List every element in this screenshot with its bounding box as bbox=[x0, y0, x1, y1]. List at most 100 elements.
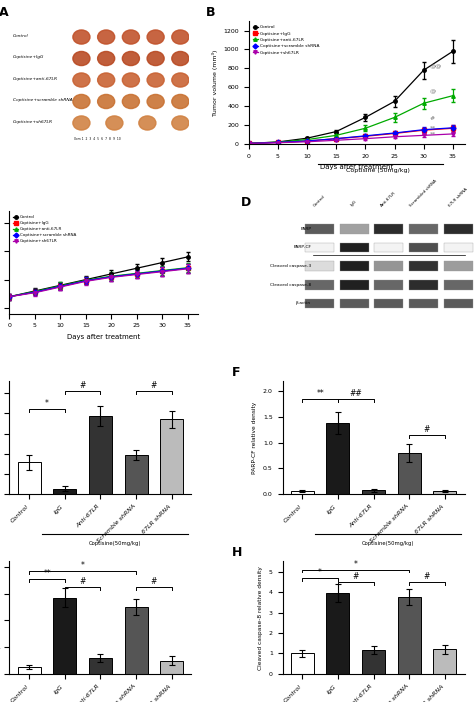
Bar bbox=[433, 491, 456, 494]
Text: Coptisine+scramble shRNA: Coptisine+scramble shRNA bbox=[13, 98, 73, 102]
Bar bbox=[291, 654, 314, 674]
Text: Control: Control bbox=[313, 194, 326, 207]
Bar bbox=[305, 224, 334, 234]
Y-axis label: Tumor volume (mm³): Tumor volume (mm³) bbox=[212, 49, 218, 116]
X-axis label: Days after treatment: Days after treatment bbox=[67, 334, 140, 340]
Ellipse shape bbox=[147, 51, 164, 65]
Ellipse shape bbox=[122, 95, 139, 109]
Bar bbox=[18, 463, 41, 494]
X-axis label: Days after treatment: Days after treatment bbox=[320, 164, 393, 170]
Bar bbox=[340, 298, 369, 308]
Bar bbox=[374, 280, 403, 290]
Text: #: # bbox=[80, 381, 86, 390]
Ellipse shape bbox=[139, 116, 156, 130]
Bar bbox=[305, 280, 334, 290]
Bar bbox=[340, 243, 369, 252]
Text: Coptisine+IgG: Coptisine+IgG bbox=[13, 55, 45, 59]
Bar bbox=[340, 224, 369, 234]
Ellipse shape bbox=[98, 73, 115, 87]
Text: **: ** bbox=[430, 132, 436, 137]
Bar bbox=[18, 667, 41, 674]
Bar bbox=[444, 280, 473, 290]
Bar bbox=[291, 491, 314, 494]
Bar bbox=[374, 261, 403, 271]
Bar bbox=[160, 420, 183, 494]
Ellipse shape bbox=[122, 51, 139, 65]
Bar bbox=[398, 597, 420, 674]
Bar bbox=[305, 298, 334, 308]
Text: β-actin: β-actin bbox=[296, 301, 311, 305]
Bar bbox=[54, 489, 76, 494]
Ellipse shape bbox=[122, 30, 139, 44]
Bar bbox=[125, 455, 147, 494]
Text: Coptisine (50mg/kg): Coptisine (50mg/kg) bbox=[346, 168, 410, 173]
Bar bbox=[398, 453, 420, 494]
Bar bbox=[444, 243, 473, 252]
Ellipse shape bbox=[73, 51, 90, 65]
Bar bbox=[340, 280, 369, 290]
Ellipse shape bbox=[147, 73, 164, 87]
Ellipse shape bbox=[106, 116, 123, 130]
Text: Cleaved caspase-8: Cleaved caspase-8 bbox=[270, 283, 311, 287]
Bar bbox=[444, 261, 473, 271]
Ellipse shape bbox=[122, 73, 139, 87]
Bar bbox=[409, 224, 438, 234]
Text: 0cm 1  2  3  4  5  6  7  8  9  10: 0cm 1 2 3 4 5 6 7 8 9 10 bbox=[74, 137, 121, 141]
Text: #: # bbox=[424, 572, 430, 581]
Bar bbox=[89, 416, 112, 494]
Ellipse shape bbox=[147, 95, 164, 109]
Bar bbox=[374, 224, 403, 234]
Legend: Control, Coptisine+IgG, Coptisine+anti-67LR, Coptisine+scramble shRNA, Coptisine: Control, Coptisine+IgG, Coptisine+anti-6… bbox=[11, 213, 78, 245]
Text: F: F bbox=[231, 366, 240, 379]
Ellipse shape bbox=[73, 116, 90, 130]
Bar bbox=[125, 607, 147, 674]
Ellipse shape bbox=[172, 116, 189, 130]
Bar bbox=[409, 261, 438, 271]
Bar bbox=[374, 243, 403, 252]
Text: @: @ bbox=[430, 89, 436, 94]
Text: #: # bbox=[151, 577, 157, 586]
Bar bbox=[305, 243, 334, 252]
Text: #: # bbox=[424, 425, 430, 434]
Bar bbox=[444, 224, 473, 234]
Ellipse shape bbox=[73, 95, 90, 109]
Ellipse shape bbox=[172, 51, 189, 65]
Bar bbox=[374, 298, 403, 308]
Text: #: # bbox=[151, 381, 157, 390]
Bar bbox=[327, 423, 349, 494]
Text: Coptisine(50mg/kg): Coptisine(50mg/kg) bbox=[89, 541, 141, 546]
Bar bbox=[433, 649, 456, 674]
Text: A: A bbox=[0, 6, 9, 19]
Text: 67LR shRNA: 67LR shRNA bbox=[448, 187, 469, 207]
Text: Coptisine+anti-67LR: Coptisine+anti-67LR bbox=[13, 77, 58, 81]
Text: PARP-CF: PARP-CF bbox=[293, 246, 311, 249]
Ellipse shape bbox=[98, 51, 115, 65]
Y-axis label: PARP-CF relative density: PARP-CF relative density bbox=[252, 402, 257, 474]
Ellipse shape bbox=[172, 95, 189, 109]
Bar bbox=[444, 298, 473, 308]
Text: Cleaved caspase-3: Cleaved caspase-3 bbox=[270, 264, 311, 268]
Ellipse shape bbox=[172, 73, 189, 87]
Ellipse shape bbox=[172, 30, 189, 44]
Bar bbox=[409, 280, 438, 290]
Text: Coptisine(50mg/kg): Coptisine(50mg/kg) bbox=[362, 541, 414, 546]
Y-axis label: Cleaved caspase-8 relative density: Cleaved caspase-8 relative density bbox=[258, 566, 263, 670]
Text: *: * bbox=[45, 399, 49, 409]
Text: *: * bbox=[354, 559, 358, 569]
Bar bbox=[89, 658, 112, 674]
Text: D: D bbox=[241, 197, 251, 209]
Bar bbox=[327, 593, 349, 674]
Text: Anti-67LR: Anti-67LR bbox=[380, 190, 397, 207]
Text: #: # bbox=[353, 572, 359, 581]
Ellipse shape bbox=[73, 73, 90, 87]
Text: **: ** bbox=[316, 390, 324, 398]
Bar bbox=[54, 597, 76, 674]
Bar bbox=[362, 650, 385, 674]
Text: **: ** bbox=[430, 126, 436, 131]
Text: #: # bbox=[430, 116, 435, 121]
Ellipse shape bbox=[147, 30, 164, 44]
Text: *: * bbox=[81, 561, 85, 570]
Legend: Control, Coptisine+IgG, Coptisine+anti-67LR, Coptisine+scramble shRNA, Coptisine: Control, Coptisine+IgG, Coptisine+anti-6… bbox=[251, 23, 321, 56]
Text: *: * bbox=[318, 568, 322, 577]
Text: @@: @@ bbox=[430, 65, 442, 69]
